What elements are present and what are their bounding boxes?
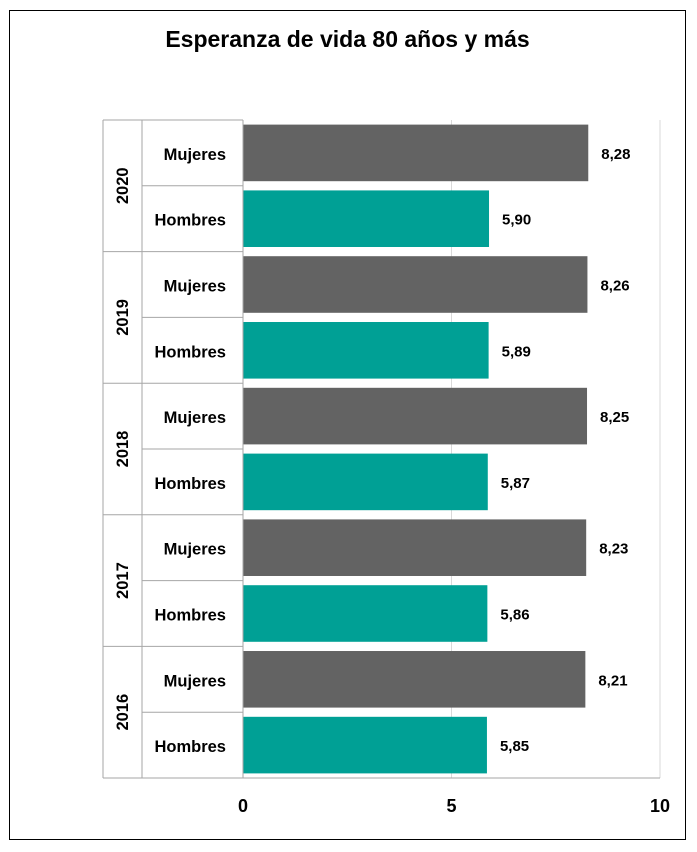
bar-mujeres-2019 xyxy=(243,256,588,313)
category-label: Mujeres xyxy=(164,672,226,690)
data-label: 5,89 xyxy=(502,343,531,360)
group-label: 2019 xyxy=(114,299,132,336)
bar-mujeres-2016 xyxy=(243,651,586,708)
category-label: Mujeres xyxy=(164,146,226,164)
bar-mujeres-2018 xyxy=(243,387,588,445)
category-label: Hombres xyxy=(154,212,226,230)
category-label: Hombres xyxy=(154,607,226,625)
category-label: Mujeres xyxy=(164,541,226,559)
bar-mujeres-2020 xyxy=(243,124,589,182)
category-label: Hombres xyxy=(154,343,226,361)
data-label: 5,87 xyxy=(501,475,530,492)
x-tick-label: 5 xyxy=(446,796,456,816)
group-label: 2018 xyxy=(114,431,132,468)
group-label: 2020 xyxy=(114,167,132,204)
category-label: Hombres xyxy=(154,475,226,493)
bar-hombres-2020 xyxy=(243,190,490,247)
chart-title: Esperanza de vida 80 años y más xyxy=(165,26,530,52)
data-label: 8,23 xyxy=(599,541,628,558)
category-label: Mujeres xyxy=(164,278,226,296)
group-label: 2017 xyxy=(114,562,132,599)
bar-hombres-2016 xyxy=(243,716,487,774)
data-label: 8,28 xyxy=(601,146,630,163)
data-label: 5,85 xyxy=(500,738,529,755)
bar-mujeres-2017 xyxy=(243,519,587,576)
bar-hombres-2018 xyxy=(243,453,488,511)
x-tick-label: 10 xyxy=(650,796,670,816)
bar-hombres-2019 xyxy=(243,322,489,379)
data-label: 8,25 xyxy=(600,409,629,426)
data-label: 5,86 xyxy=(500,607,529,624)
data-label: 5,90 xyxy=(502,212,531,229)
data-label: 8,26 xyxy=(600,278,629,295)
category-label: Mujeres xyxy=(164,409,226,427)
data-label: 8,21 xyxy=(598,672,627,689)
x-tick-label: 0 xyxy=(238,796,248,816)
group-label: 2016 xyxy=(114,694,132,731)
bar-hombres-2017 xyxy=(243,585,488,642)
category-label: Hombres xyxy=(154,738,226,756)
